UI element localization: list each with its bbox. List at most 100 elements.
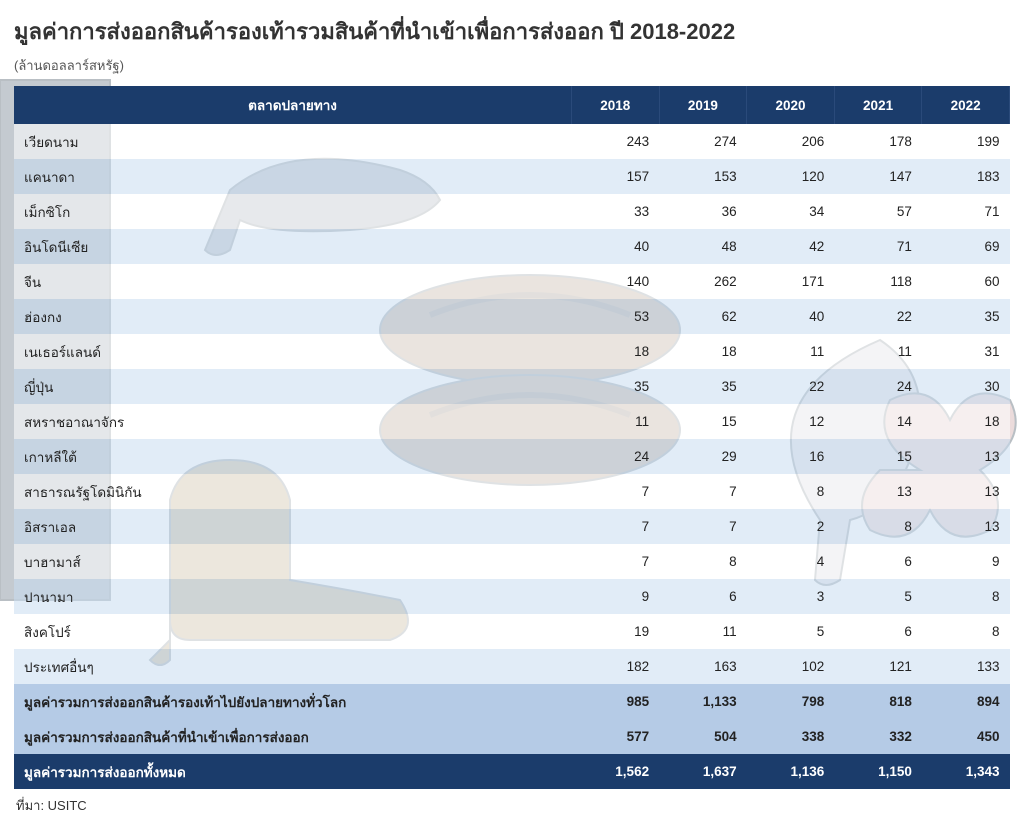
table-row: บาฮามาส์78469 [14, 544, 1010, 579]
table-row-label: บาฮามาส์ [14, 544, 572, 579]
table-row-value: 4 [747, 544, 835, 579]
table-row-value: 7 [659, 509, 747, 544]
table-row-value: 62 [659, 299, 747, 334]
table-row-value: 133 [922, 649, 1010, 684]
subtotal-row-value: 818 [834, 684, 922, 719]
subtotal-row-value: 1,133 [659, 684, 747, 719]
table-row-value: 262 [659, 264, 747, 299]
table-row: เม็กซิโก3336345771 [14, 194, 1010, 229]
table-row-value: 35 [659, 369, 747, 404]
table-row-label: แคนาดา [14, 159, 572, 194]
table-row-value: 18 [572, 334, 660, 369]
table-row: สหราชอาณาจักร1115121418 [14, 404, 1010, 439]
table-row-value: 9 [572, 579, 660, 614]
subtotal-row-value: 338 [747, 719, 835, 754]
col-2018: 2018 [572, 86, 660, 124]
col-2021: 2021 [834, 86, 922, 124]
table-row: ประเทศอื่นๆ182163102121133 [14, 649, 1010, 684]
table-row-label: อินโดนีเซีย [14, 229, 572, 264]
table-row-value: 182 [572, 649, 660, 684]
subtotal-row-label: มูลค่ารวมการส่งออกสินค้ารองเท้าไปยังปลาย… [14, 684, 572, 719]
table-row-label: อิสราเอล [14, 509, 572, 544]
subtotal-row: มูลค่ารวมการส่งออกสินค้าที่นำเข้าเพื่อกา… [14, 719, 1010, 754]
table-row-value: 29 [659, 439, 747, 474]
table-row-label: เนเธอร์แลนด์ [14, 334, 572, 369]
table-row-value: 12 [747, 404, 835, 439]
table-row-value: 7 [572, 474, 660, 509]
table-row: จีน14026217111860 [14, 264, 1010, 299]
table-row-value: 18 [922, 404, 1010, 439]
table-row-value: 19 [572, 614, 660, 649]
col-2019: 2019 [659, 86, 747, 124]
table-row-value: 24 [834, 369, 922, 404]
table-row: ฮ่องกง5362402235 [14, 299, 1010, 334]
table-row: เนเธอร์แลนด์1818111131 [14, 334, 1010, 369]
table-row-value: 34 [747, 194, 835, 229]
table-row-value: 22 [834, 299, 922, 334]
table-row: อิสราเอล772813 [14, 509, 1010, 544]
table-row: แคนาดา157153120147183 [14, 159, 1010, 194]
table-row-value: 102 [747, 649, 835, 684]
table-row-value: 13 [922, 474, 1010, 509]
table-row-label: เวียดนาม [14, 124, 572, 159]
col-market: ตลาดปลายทาง [14, 86, 572, 124]
table-row-value: 7 [572, 509, 660, 544]
table-row: สิงคโปร์1911568 [14, 614, 1010, 649]
table-row-value: 5 [747, 614, 835, 649]
table-row: อินโดนีเซีย4048427169 [14, 229, 1010, 264]
table-row-value: 16 [747, 439, 835, 474]
table-row-value: 121 [834, 649, 922, 684]
table-row-value: 60 [922, 264, 1010, 299]
table-row-value: 171 [747, 264, 835, 299]
table-row-value: 40 [747, 299, 835, 334]
unit-subtitle: (ล้านดอลลาร์สหรัฐ) [14, 55, 1010, 76]
table-row: สาธารณรัฐโดมินิกัน7781313 [14, 474, 1010, 509]
table-row-value: 6 [834, 544, 922, 579]
grand-total-row-label: มูลค่ารวมการส่งออกทั้งหมด [14, 754, 572, 789]
export-table: ตลาดปลายทาง 2018 2019 2020 2021 2022 เวี… [14, 86, 1010, 789]
grand-total-row-value: 1,343 [922, 754, 1010, 789]
table-row-value: 147 [834, 159, 922, 194]
table-row-value: 18 [659, 334, 747, 369]
subtotal-row-value: 504 [659, 719, 747, 754]
table-row-value: 8 [922, 579, 1010, 614]
table-row-value: 57 [834, 194, 922, 229]
table-row-value: 53 [572, 299, 660, 334]
table-row-value: 7 [572, 544, 660, 579]
table-row-value: 15 [659, 404, 747, 439]
table-row-value: 30 [922, 369, 1010, 404]
table-row-value: 163 [659, 649, 747, 684]
table-row-value: 274 [659, 124, 747, 159]
table-row-value: 48 [659, 229, 747, 264]
table-row-value: 71 [834, 229, 922, 264]
col-2020: 2020 [747, 86, 835, 124]
table-row-label: เม็กซิโก [14, 194, 572, 229]
subtotal-row: มูลค่ารวมการส่งออกสินค้ารองเท้าไปยังปลาย… [14, 684, 1010, 719]
table-row-value: 8 [922, 614, 1010, 649]
table-row-value: 8 [659, 544, 747, 579]
table-row-value: 5 [834, 579, 922, 614]
table-row-value: 199 [922, 124, 1010, 159]
table-row-value: 71 [922, 194, 1010, 229]
table-row-value: 153 [659, 159, 747, 194]
grand-total-row-value: 1,150 [834, 754, 922, 789]
table-row-value: 118 [834, 264, 922, 299]
table-row-label: ญี่ปุ่น [14, 369, 572, 404]
subtotal-row-value: 577 [572, 719, 660, 754]
grand-total-row-value: 1,637 [659, 754, 747, 789]
table-row-value: 2 [747, 509, 835, 544]
table-row-value: 7 [659, 474, 747, 509]
table-row-value: 69 [922, 229, 1010, 264]
table-row-value: 42 [747, 229, 835, 264]
table-row-value: 36 [659, 194, 747, 229]
table-row-value: 3 [747, 579, 835, 614]
table-row-value: 6 [834, 614, 922, 649]
table-row-label: เกาหลีใต้ [14, 439, 572, 474]
grand-total-row: มูลค่ารวมการส่งออกทั้งหมด1,5621,6371,136… [14, 754, 1010, 789]
table-row-value: 33 [572, 194, 660, 229]
grand-total-row-value: 1,562 [572, 754, 660, 789]
table-row-label: สิงคโปร์ [14, 614, 572, 649]
table-row-value: 14 [834, 404, 922, 439]
table-row-value: 13 [922, 439, 1010, 474]
table-row-value: 11 [572, 404, 660, 439]
